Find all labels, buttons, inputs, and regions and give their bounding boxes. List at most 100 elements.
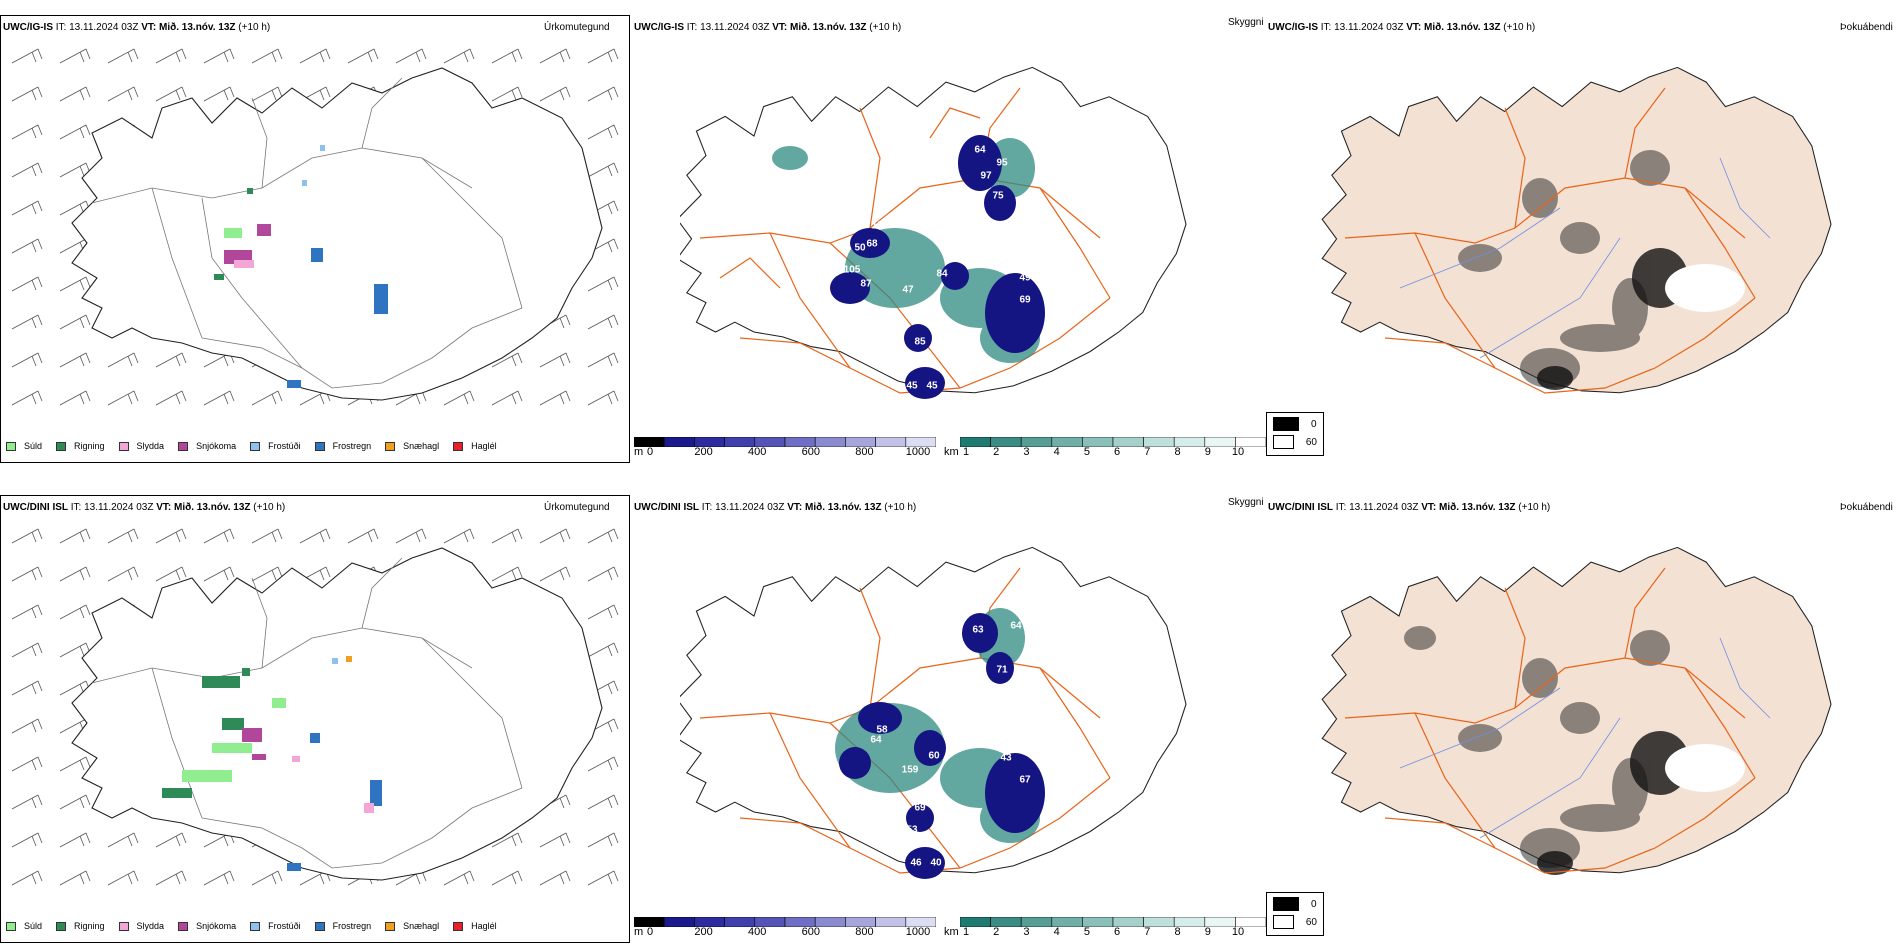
init-label: IT: bbox=[55, 22, 67, 33]
legend-label: Slydda bbox=[136, 921, 165, 931]
cloud-base-value: 159 bbox=[902, 765, 919, 776]
glacier bbox=[1665, 264, 1745, 312]
legend-item-snaehagl: Snæhagl bbox=[385, 441, 439, 451]
tick-label: 1000 bbox=[905, 926, 931, 938]
wind-barb bbox=[587, 566, 619, 582]
legend-label: Frostúði bbox=[268, 921, 301, 931]
wind-barb bbox=[11, 314, 43, 330]
wind-barb bbox=[59, 794, 91, 810]
wind-barb bbox=[203, 528, 235, 544]
roads bbox=[1344, 567, 1756, 874]
wind-barb bbox=[59, 832, 91, 848]
wind-barb bbox=[11, 200, 43, 216]
cloud-base-value: 53 bbox=[906, 825, 918, 836]
wind-barb bbox=[59, 604, 91, 620]
precip-legend: Súld Rigning Slydda Snjókoma Frostúði Fr… bbox=[6, 441, 511, 451]
legend-label: Snæhagl bbox=[403, 921, 440, 931]
cloud-base-value: 67 bbox=[1019, 775, 1031, 786]
iceland-coast bbox=[71, 67, 603, 401]
wind-barb bbox=[11, 756, 43, 772]
tick-label: 1 bbox=[962, 926, 970, 938]
wind-barb bbox=[155, 832, 187, 848]
cloud-base-value: 69 bbox=[914, 803, 926, 814]
wind-barb bbox=[59, 352, 91, 368]
cloud-base-value: 63 bbox=[972, 625, 984, 636]
cloud-base-value: 85 bbox=[914, 337, 926, 348]
swatch-snjokoma bbox=[178, 441, 189, 451]
wind-barb bbox=[11, 238, 43, 254]
legend-item-snaehagl: Snæhagl bbox=[385, 921, 439, 931]
tick-label: 2 bbox=[993, 926, 1000, 938]
tick-label: 5 bbox=[1083, 926, 1090, 938]
wind-barb bbox=[59, 566, 91, 582]
wind-barb bbox=[155, 870, 187, 886]
cloud-base-value: 84 bbox=[936, 269, 948, 280]
wind-barb bbox=[587, 390, 619, 406]
legend-label: Frostregn bbox=[332, 441, 372, 451]
cloud-base-value: 71 bbox=[996, 665, 1008, 676]
wind-barb bbox=[107, 528, 139, 544]
wind-barb bbox=[251, 86, 283, 102]
vis-title: Skyggni bbox=[1228, 497, 1264, 508]
wind-barb bbox=[59, 870, 91, 886]
precip-patches bbox=[162, 656, 382, 871]
fog-map bbox=[1321, 546, 1832, 875]
cloud-base-value: 49 bbox=[1019, 273, 1031, 284]
model-name: UWC/IG-IS bbox=[634, 22, 684, 33]
wind-barb bbox=[11, 680, 43, 696]
cloud-base-colorbar bbox=[634, 917, 936, 927]
wind-barb bbox=[59, 528, 91, 544]
valid-label: VT: bbox=[156, 502, 172, 513]
tick-label: 9 bbox=[1204, 446, 1211, 458]
valid-time: Mið. 13.nóv. 13Z bbox=[174, 502, 251, 513]
wind-barb bbox=[587, 528, 619, 544]
tick-label: 8 bbox=[1174, 926, 1181, 938]
tick-label: 4 bbox=[1053, 446, 1060, 458]
wind-barb bbox=[155, 390, 187, 406]
model-name: UWC/IG-IS bbox=[3, 22, 53, 33]
wind-barb bbox=[587, 162, 619, 178]
tick-label: 1 bbox=[962, 446, 970, 458]
fog-header: UWC/DINI ISL IT: 13.11.2024 03Z VT: Mið.… bbox=[1268, 502, 1550, 513]
swatch-frostregn bbox=[314, 441, 325, 451]
fog-legend-value: 0 bbox=[1311, 418, 1317, 430]
precip-map-frame bbox=[0, 15, 630, 463]
wind-barb bbox=[203, 870, 235, 886]
visibility-colorbar bbox=[960, 437, 1266, 447]
swatch-frostudi bbox=[250, 441, 261, 451]
wind-barb bbox=[11, 794, 43, 810]
model-name: UWC/IG-IS bbox=[1268, 22, 1318, 33]
init-label: IT: bbox=[1335, 502, 1347, 513]
swatch-sudl bbox=[6, 921, 16, 931]
wind-barb bbox=[11, 832, 43, 848]
model-name: UWC/DINI ISL bbox=[634, 502, 699, 513]
wind-barb bbox=[539, 832, 571, 848]
wind-barb bbox=[443, 528, 475, 544]
iceland-coast bbox=[71, 547, 603, 881]
colorbar-step bbox=[875, 437, 907, 447]
swatch-frostudi bbox=[250, 921, 261, 931]
tick-label: 5 bbox=[1083, 446, 1090, 458]
iceland-coast bbox=[680, 546, 1187, 874]
wind-barb bbox=[59, 86, 91, 102]
wind-barb bbox=[107, 48, 139, 64]
tick-label: 800 bbox=[855, 446, 874, 458]
legend-item-slydda: Slydda bbox=[118, 921, 165, 931]
wind-barb bbox=[539, 48, 571, 64]
wind-barb bbox=[11, 390, 43, 406]
wind-barb bbox=[395, 528, 427, 544]
visibility-map: 63 71 64 49 60 58 159 64 43 67 69 66 53 46 40 bbox=[680, 546, 1187, 879]
wind-barb bbox=[491, 870, 523, 886]
legend-label: Snjókoma bbox=[196, 441, 237, 451]
lead-time: (+10 h) bbox=[1518, 502, 1551, 513]
wind-barb bbox=[155, 48, 187, 64]
wind-barb bbox=[155, 528, 187, 544]
lead-time: (+10 h) bbox=[238, 22, 271, 33]
tick-label: 800 bbox=[855, 926, 874, 938]
wind-barb bbox=[11, 124, 43, 140]
cloud-base-colorbar bbox=[634, 437, 936, 447]
wind-barb bbox=[59, 124, 91, 140]
legend-item-frostudi: Frostúði bbox=[250, 441, 301, 451]
